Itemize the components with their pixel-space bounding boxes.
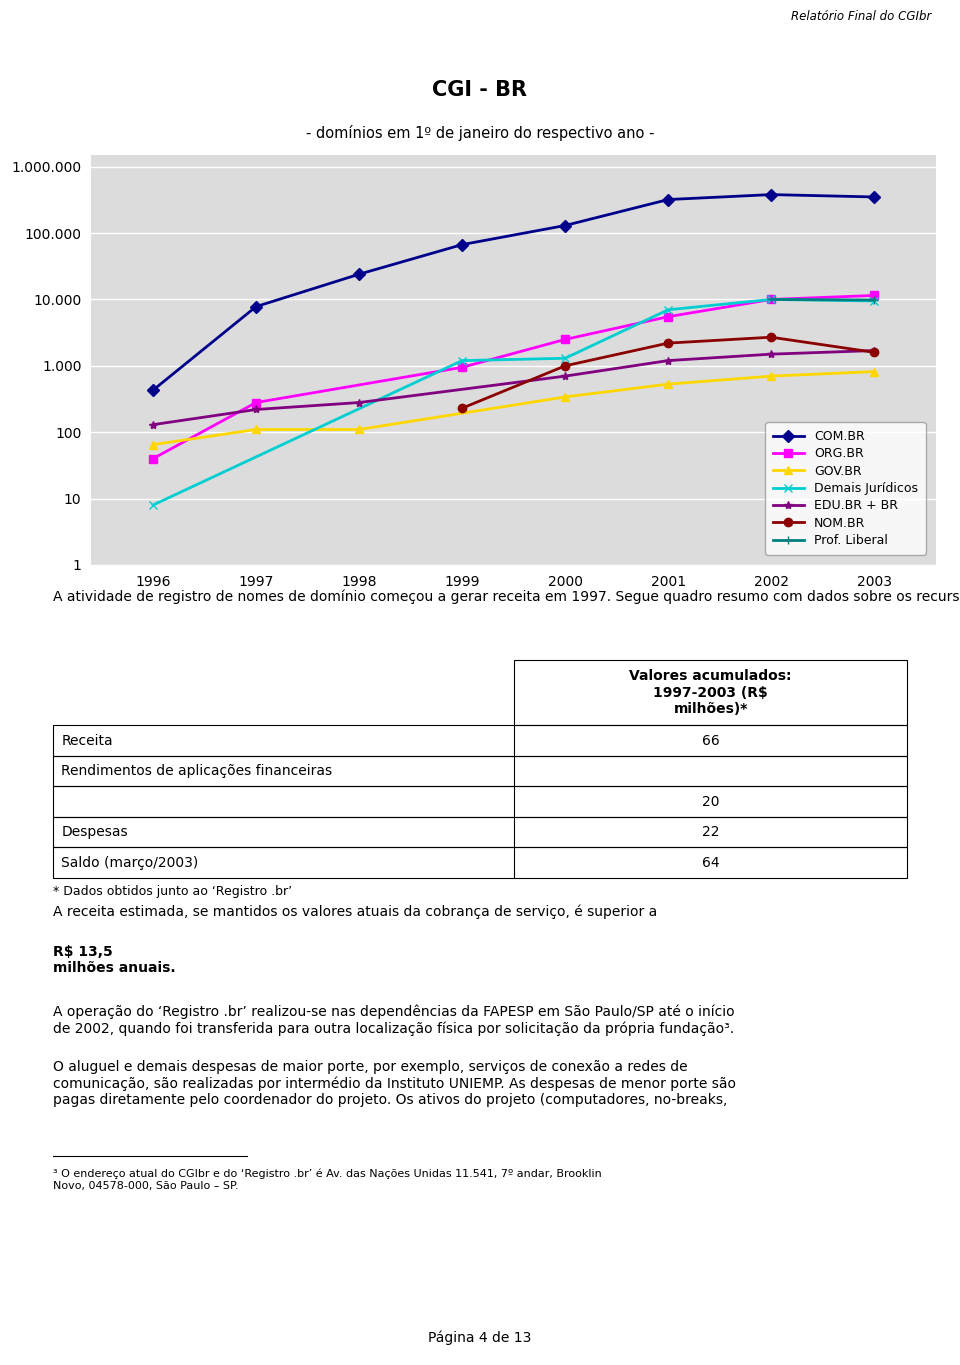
EDU.BR + BR bbox=[251, 401, 262, 418]
COM.BR bbox=[560, 217, 571, 233]
COM.BR bbox=[456, 236, 468, 253]
Prof. Liberal bbox=[869, 292, 880, 308]
COM.BR bbox=[869, 188, 880, 205]
EDU.BR + BR bbox=[869, 343, 880, 359]
COM.BR bbox=[353, 266, 365, 283]
Bar bbox=[53, 725, 907, 756]
EDU.BR + BR bbox=[560, 369, 571, 385]
Demais Jurídicos bbox=[456, 352, 468, 369]
Text: Saldo (março/2003): Saldo (março/2003) bbox=[61, 856, 199, 870]
NOM.BR bbox=[662, 334, 674, 351]
Line: EDU.BR + BR: EDU.BR + BR bbox=[149, 347, 878, 429]
Demais Jurídicos bbox=[147, 497, 158, 513]
Bar bbox=[515, 661, 907, 725]
Text: A atividade de registro de nomes de domínio começou a gerar receita em 1997. Seg: A atividade de registro de nomes de domí… bbox=[53, 590, 960, 605]
Text: - domínios em 1º de janeiro do respectivo ano -: - domínios em 1º de janeiro do respectiv… bbox=[306, 124, 654, 141]
NOM.BR bbox=[560, 358, 571, 374]
Text: 20: 20 bbox=[702, 794, 719, 808]
Text: 64: 64 bbox=[702, 856, 719, 870]
Demais Jurídicos bbox=[560, 349, 571, 366]
Prof. Liberal bbox=[765, 291, 777, 307]
GOV.BR bbox=[560, 389, 571, 405]
ORG.BR bbox=[662, 308, 674, 325]
Demais Jurídicos bbox=[662, 302, 674, 318]
Bar bbox=[53, 786, 907, 818]
Demais Jurídicos bbox=[869, 292, 880, 308]
Text: 66: 66 bbox=[702, 733, 720, 748]
EDU.BR + BR bbox=[147, 416, 158, 433]
Text: O aluguel e demais despesas de maior porte, por exemplo, serviços de conexão a r: O aluguel e demais despesas de maior por… bbox=[53, 1061, 735, 1107]
GOV.BR bbox=[147, 437, 158, 453]
EDU.BR + BR bbox=[765, 345, 777, 362]
Text: A operação do ‘Registro .br’ realizou-se nas dependências da FAPESP em São Paulo: A operação do ‘Registro .br’ realizou-se… bbox=[53, 1005, 734, 1036]
EDU.BR + BR bbox=[353, 394, 365, 411]
Text: Despesas: Despesas bbox=[61, 826, 128, 839]
Line: NOM.BR: NOM.BR bbox=[458, 333, 878, 412]
Text: A receita estimada, se mantidos os valores atuais da cobrança de serviço, é supe: A receita estimada, se mantidos os valor… bbox=[53, 905, 661, 920]
ORG.BR bbox=[869, 287, 880, 303]
Text: * Dados obtidos junto ao ‘Registro .br’: * Dados obtidos junto ao ‘Registro .br’ bbox=[53, 885, 292, 898]
Line: GOV.BR: GOV.BR bbox=[149, 367, 878, 449]
Bar bbox=[53, 756, 907, 786]
COM.BR bbox=[147, 382, 158, 399]
Line: Prof. Liberal: Prof. Liberal bbox=[767, 295, 878, 304]
Text: ³ O endereço atual do CGIbr e do ‘Registro .br’ é Av. das Nações Unidas 11.541, : ³ O endereço atual do CGIbr e do ‘Regist… bbox=[53, 1168, 602, 1190]
GOV.BR bbox=[869, 363, 880, 379]
Legend: COM.BR, ORG.BR, GOV.BR, Demais Jurídicos, EDU.BR + BR, NOM.BR, Prof. Liberal: COM.BR, ORG.BR, GOV.BR, Demais Jurídicos… bbox=[765, 422, 925, 554]
COM.BR bbox=[251, 299, 262, 315]
GOV.BR bbox=[662, 375, 674, 392]
COM.BR bbox=[662, 191, 674, 207]
Text: CGI - BR: CGI - BR bbox=[433, 79, 527, 100]
EDU.BR + BR bbox=[662, 352, 674, 369]
Line: ORG.BR: ORG.BR bbox=[149, 291, 878, 463]
Line: COM.BR: COM.BR bbox=[149, 191, 878, 394]
ORG.BR bbox=[251, 394, 262, 411]
COM.BR bbox=[765, 187, 777, 203]
NOM.BR bbox=[765, 329, 777, 345]
NOM.BR bbox=[869, 344, 880, 360]
Bar bbox=[53, 848, 907, 878]
Text: Relatório Final do CGIbr: Relatório Final do CGIbr bbox=[791, 10, 931, 23]
GOV.BR bbox=[251, 422, 262, 438]
Bar bbox=[53, 818, 907, 848]
Text: Página 4 de 13: Página 4 de 13 bbox=[428, 1331, 532, 1345]
Text: Valores acumulados:
1997-2003 (R$
milhões)*: Valores acumulados: 1997-2003 (R$ milhõe… bbox=[630, 669, 792, 715]
Text: Receita: Receita bbox=[61, 733, 113, 748]
ORG.BR bbox=[147, 450, 158, 467]
ORG.BR bbox=[560, 332, 571, 348]
GOV.BR bbox=[765, 369, 777, 385]
ORG.BR bbox=[765, 291, 777, 307]
Text: 22: 22 bbox=[702, 826, 719, 839]
Text: Rendimentos de aplicações financeiras: Rendimentos de aplicações financeiras bbox=[61, 764, 332, 778]
Text: R$ 13,5
milhões anuais.: R$ 13,5 milhões anuais. bbox=[53, 946, 176, 976]
Line: Demais Jurídicos: Demais Jurídicos bbox=[149, 295, 878, 509]
ORG.BR bbox=[456, 359, 468, 375]
Demais Jurídicos bbox=[765, 291, 777, 307]
GOV.BR bbox=[353, 422, 365, 438]
NOM.BR bbox=[456, 400, 468, 416]
